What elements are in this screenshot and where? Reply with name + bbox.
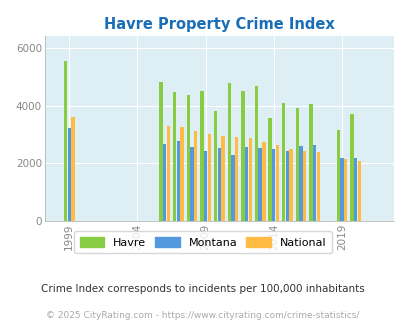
Bar	[281, 103, 285, 221]
Bar	[258, 148, 261, 221]
Bar	[230, 155, 234, 221]
Bar	[241, 90, 244, 221]
Text: Crime Index corresponds to incidents per 100,000 inhabitants: Crime Index corresponds to incidents per…	[41, 284, 364, 294]
Bar	[336, 130, 339, 221]
Bar	[234, 137, 238, 221]
Bar	[353, 158, 356, 221]
Bar	[207, 134, 211, 221]
Bar	[357, 161, 360, 221]
Bar	[316, 152, 319, 221]
Bar	[289, 149, 292, 221]
Bar	[176, 141, 179, 221]
Bar	[275, 145, 279, 221]
Bar	[343, 159, 347, 221]
Bar	[285, 151, 288, 221]
Bar	[71, 117, 75, 221]
Bar	[194, 131, 197, 221]
Bar	[309, 104, 312, 221]
Text: © 2025 CityRating.com - https://www.cityrating.com/crime-statistics/: © 2025 CityRating.com - https://www.city…	[46, 312, 359, 320]
Bar	[180, 127, 183, 221]
Bar	[173, 92, 176, 221]
Bar	[159, 82, 162, 221]
Bar	[190, 147, 193, 221]
Bar	[271, 149, 275, 221]
Bar	[350, 114, 353, 221]
Bar	[302, 150, 306, 221]
Bar	[254, 86, 258, 221]
Bar	[213, 111, 217, 221]
Bar	[217, 148, 220, 221]
Legend: Havre, Montana, National: Havre, Montana, National	[74, 231, 331, 253]
Bar	[67, 128, 71, 221]
Bar	[64, 61, 67, 221]
Bar	[339, 157, 343, 221]
Bar	[166, 126, 170, 221]
Bar	[295, 108, 298, 221]
Bar	[248, 138, 251, 221]
Bar	[221, 136, 224, 221]
Bar	[186, 95, 190, 221]
Bar	[162, 144, 166, 221]
Bar	[312, 146, 315, 221]
Bar	[268, 118, 271, 221]
Bar	[200, 91, 203, 221]
Bar	[262, 142, 265, 221]
Bar	[203, 150, 207, 221]
Bar	[227, 83, 230, 221]
Bar	[298, 146, 302, 221]
Bar	[244, 147, 247, 221]
Title: Havre Property Crime Index: Havre Property Crime Index	[104, 17, 334, 32]
